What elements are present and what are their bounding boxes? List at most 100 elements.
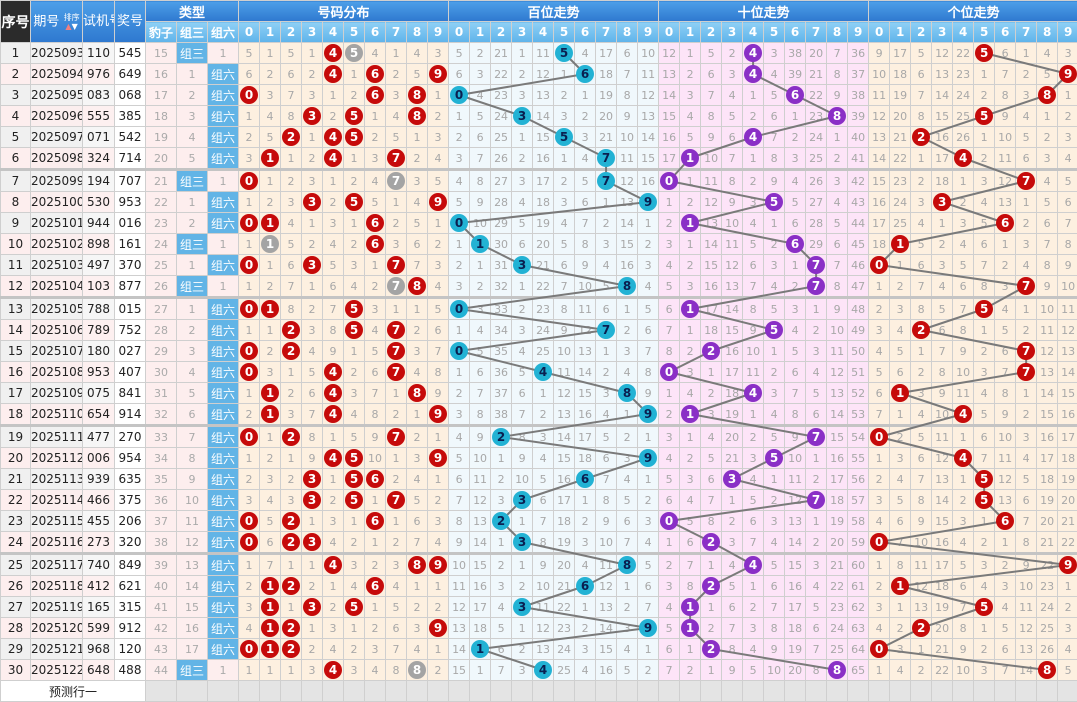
ge-cell: 5: [973, 403, 996, 426]
dist-cell: 2: [406, 424, 429, 448]
forecast-cell[interactable]: [553, 680, 576, 702]
sort-up-down-arrows-icon[interactable]: 排序 ▲▼: [63, 12, 80, 31]
bai-cell: 5: [469, 340, 492, 362]
bai-cell: 4: [532, 447, 555, 469]
shi-ball: 5: [765, 193, 784, 211]
forecast-cell[interactable]: [511, 680, 534, 702]
forecast-cell[interactable]: [448, 680, 471, 702]
forecast-cell[interactable]: [176, 680, 208, 702]
ge-cell: 3: [931, 191, 954, 213]
forecast-cell[interactable]: [826, 680, 849, 702]
dist-digit-header: 2: [280, 21, 303, 43]
forecast-cell[interactable]: [658, 680, 681, 702]
forecast-cell[interactable]: [952, 680, 975, 702]
shi-cell: 7: [742, 275, 765, 298]
row-draw-number: 954: [114, 447, 146, 469]
forecast-cell[interactable]: [742, 680, 765, 702]
forecast-cell[interactable]: [763, 680, 786, 702]
row-period: 2025121: [30, 638, 83, 660]
number-ball: 3: [303, 256, 322, 274]
forecast-cell[interactable]: [322, 680, 345, 702]
forecast-cell[interactable]: [364, 680, 387, 702]
forecast-cell[interactable]: [532, 680, 555, 702]
dist-cell: 3: [427, 42, 450, 64]
forecast-cell[interactable]: [847, 680, 870, 702]
bai-cell: 5: [553, 42, 576, 64]
forecast-cell[interactable]: [343, 680, 366, 702]
row-baozi: 26: [145, 275, 177, 298]
forecast-cell[interactable]: [1036, 680, 1059, 702]
forecast-cell[interactable]: [574, 680, 597, 702]
ge-ball: 1: [891, 577, 910, 595]
forecast-cell[interactable]: [259, 680, 282, 702]
forecast-cell[interactable]: [721, 680, 744, 702]
forecast-cell[interactable]: [784, 680, 807, 702]
forecast-cell[interactable]: [616, 680, 639, 702]
bai-cell: 23: [490, 84, 513, 106]
ge-cell: 8: [910, 296, 933, 320]
number-ball: 1: [261, 619, 280, 637]
forecast-cell[interactable]: [973, 680, 996, 702]
shi-cell: 2: [700, 575, 723, 597]
forecast-cell[interactable]: [238, 680, 261, 702]
shi-cell: 1: [679, 617, 702, 639]
forecast-cell[interactable]: [1057, 680, 1077, 702]
forecast-cell[interactable]: [868, 680, 891, 702]
forecast-cell[interactable]: [1015, 680, 1038, 702]
forecast-cell[interactable]: [469, 680, 492, 702]
shi-cell: 3: [742, 617, 765, 639]
bai-cell: 2: [448, 254, 471, 276]
forecast-cell[interactable]: [931, 680, 954, 702]
dist-cell: 8: [280, 296, 303, 320]
dist-digit-header: 3: [301, 21, 324, 43]
bai-cell: 11: [574, 296, 597, 320]
dist-cell: 7: [385, 168, 408, 192]
bai-cell: 6: [574, 191, 597, 213]
row-zusan: 1: [176, 254, 208, 276]
ge-cell: 1: [952, 468, 975, 490]
shi-cell: 2: [679, 340, 702, 362]
forecast-cell[interactable]: [805, 680, 828, 702]
forecast-cell[interactable]: [301, 680, 324, 702]
forecast-cell[interactable]: [700, 680, 723, 702]
row-seq: 17: [0, 382, 31, 404]
dist-digit-header: 7: [385, 21, 408, 43]
ge-cell: 14: [1057, 361, 1077, 383]
table-row: 20 2025112 006 954 34 8 组六 1 2 1 9 4 5 10 1 3 9 5 10 1 9 4 15 1…: [0, 447, 1077, 469]
forecast-cell[interactable]: [206, 680, 240, 702]
bai-cell: 14: [448, 638, 471, 660]
dist-cell: 4: [406, 191, 429, 213]
forecast-cell[interactable]: [490, 680, 513, 702]
forecast-cell[interactable]: [679, 680, 702, 702]
shi-cell: 4: [742, 552, 765, 576]
forecast-cell[interactable]: [280, 680, 303, 702]
dist-cell: 5: [385, 126, 408, 148]
forecast-cell[interactable]: [385, 680, 408, 702]
forecast-cell[interactable]: [595, 680, 618, 702]
forecast-cell[interactable]: [145, 680, 177, 702]
row-draw-number: 849: [114, 552, 146, 576]
bai-cell: 14: [637, 126, 660, 148]
bai-cell: 12: [469, 489, 492, 511]
row-draw-number: 015: [114, 296, 146, 320]
forecast-cell[interactable]: [994, 680, 1017, 702]
row-zuliu: 组六: [206, 296, 240, 320]
forecast-cell[interactable]: [406, 680, 429, 702]
forecast-cell[interactable]: [637, 680, 660, 702]
bai-cell: 7: [511, 403, 534, 426]
shi-cell: 11: [700, 168, 723, 192]
row-baozi: 33: [145, 424, 177, 448]
ge-cell: 3: [1036, 147, 1059, 170]
ge-cell: 8: [910, 489, 933, 511]
col-period-header[interactable]: 期号 排序 ▲▼: [30, 0, 83, 43]
shi-cell: 29: [805, 233, 828, 255]
bai-cell: 13: [553, 403, 576, 426]
number-ball: 8: [408, 277, 427, 295]
bai-cell: 2: [469, 275, 492, 298]
forecast-cell[interactable]: [910, 680, 933, 702]
forecast-cell[interactable]: [889, 680, 912, 702]
ge-cell: 6: [889, 361, 912, 383]
ge-cell: 4: [1015, 447, 1038, 469]
ge-cell: 5: [973, 212, 996, 234]
forecast-cell[interactable]: [427, 680, 450, 702]
